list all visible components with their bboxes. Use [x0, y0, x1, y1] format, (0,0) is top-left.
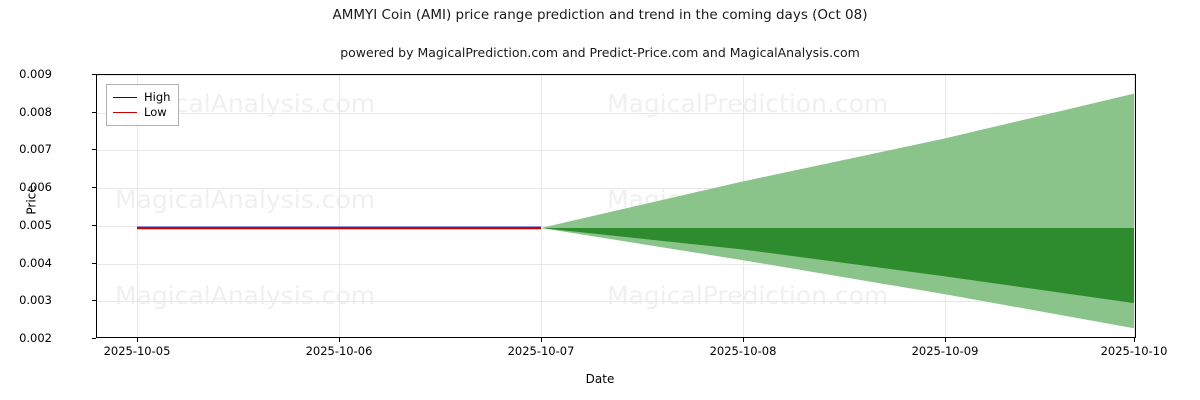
- y-tick-mark: [92, 149, 96, 151]
- grid-line-horizontal: [97, 263, 1135, 265]
- x-tick-mark: [945, 338, 946, 342]
- grid-line-horizontal: [97, 188, 1135, 190]
- y-tick-mark: [92, 224, 96, 226]
- watermark: MagicalAnalysis.com: [115, 185, 376, 214]
- y-tick-label: 0.007: [19, 142, 52, 157]
- y-tick-mark: [92, 187, 96, 189]
- legend-item-high: High: [113, 90, 170, 105]
- legend-line-low: [113, 112, 137, 113]
- x-tick-mark: [541, 338, 542, 342]
- grid-line-horizontal: [97, 75, 1135, 76]
- legend-label-high: High: [144, 90, 171, 104]
- x-tick-label: 2025-10-09: [911, 344, 979, 358]
- series-plot: [137, 93, 1134, 329]
- grid-line-vertical: [137, 75, 138, 337]
- y-tick-mark: [92, 338, 96, 339]
- chart-legend: High Low: [106, 84, 180, 126]
- legend-line-high: [113, 97, 137, 98]
- y-tick-mark: [92, 300, 96, 302]
- x-tick-mark: [137, 338, 138, 342]
- y-tick-label: 0.004: [19, 255, 52, 270]
- legend-label-low: Low: [144, 105, 167, 119]
- y-tick-label: 0.003: [19, 293, 52, 308]
- y-tick-mark: [92, 74, 96, 75]
- y-tick-label: 0.008: [19, 104, 52, 119]
- x-tick-mark: [743, 338, 744, 342]
- y-tick-label: 0.005: [19, 217, 52, 232]
- y-tick-label: 0.002: [19, 331, 52, 345]
- legend-item-low: Low: [113, 105, 170, 120]
- y-tick-mark: [92, 111, 96, 113]
- grid-line-horizontal: [97, 112, 1135, 114]
- x-tick-label: 2025-10-08: [709, 344, 777, 358]
- x-tick-label: 2025-10-07: [507, 344, 575, 358]
- chart-title: AMMYI Coin (AMI) price range prediction …: [332, 7, 868, 23]
- y-tick-label: 0.009: [19, 67, 52, 81]
- y-tick-label: 0.006: [19, 180, 52, 195]
- x-tick-label: 2025-10-06: [305, 344, 373, 358]
- x-tick-mark: [1134, 338, 1135, 342]
- x-tick-label: 2025-10-10: [1100, 344, 1168, 358]
- watermark: MagicalPrediction.com: [607, 281, 889, 310]
- chart-subtitle: powered by MagicalPrediction.com and Pre…: [340, 45, 860, 60]
- grid-line-vertical: [1134, 75, 1135, 337]
- grid-line-horizontal: [97, 150, 1135, 152]
- x-tick-mark: [339, 338, 340, 342]
- grid-line-horizontal: [97, 301, 1135, 303]
- watermark: MagicalAnalysis.com: [115, 281, 376, 310]
- x-tick-label: 2025-10-05: [103, 344, 171, 358]
- grid-line-vertical: [541, 75, 542, 337]
- grid-line-vertical: [339, 75, 340, 337]
- x-axis-label: Date: [585, 372, 615, 386]
- y-tick-mark: [92, 262, 96, 264]
- plot-area: MagicalAnalysis.com MagicalPrediction.co…: [96, 74, 1136, 338]
